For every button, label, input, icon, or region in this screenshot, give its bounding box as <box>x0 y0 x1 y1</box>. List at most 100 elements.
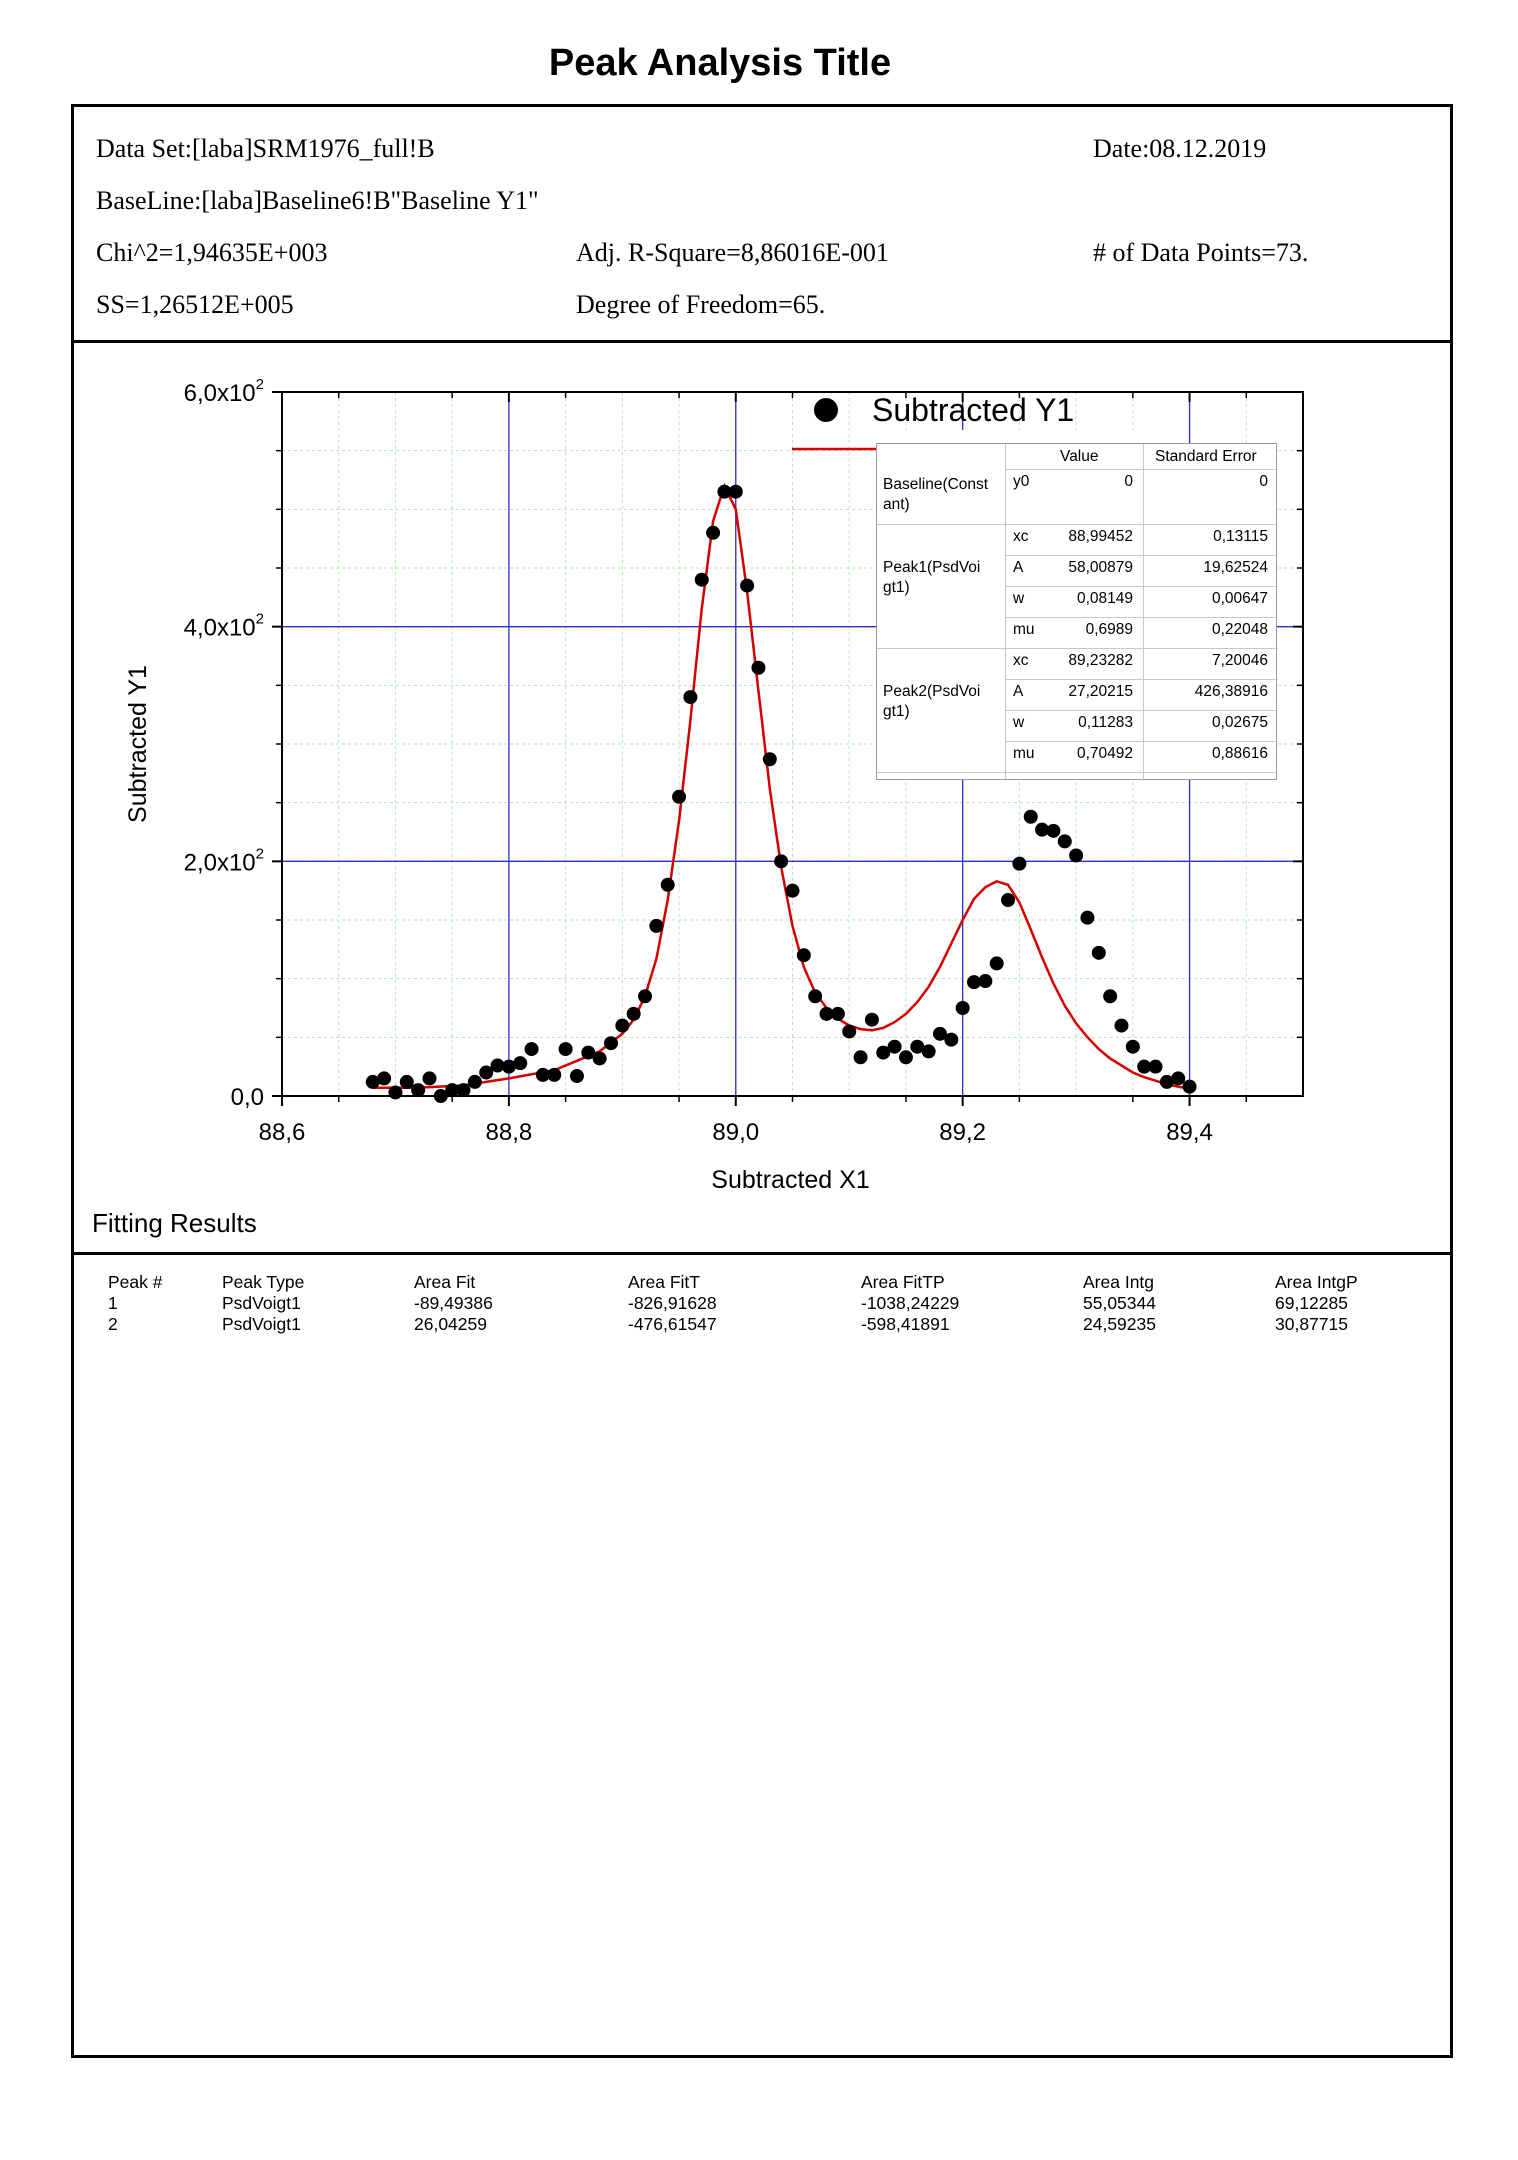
data-point <box>751 660 766 675</box>
data-points-layer <box>365 484 1197 1103</box>
param-error: 0,13115 <box>1213 528 1268 545</box>
data-point <box>1023 809 1038 824</box>
param-value: 89,23282 <box>1068 652 1133 669</box>
data-point <box>1148 1059 1163 1074</box>
data-point <box>887 1039 902 1054</box>
param-error: 19,62524 <box>1203 559 1268 576</box>
param-name: A <box>1013 559 1024 576</box>
data-point <box>785 883 800 898</box>
data-points-label: # of Data Points=73. <box>1093 238 1309 267</box>
data-point <box>921 1044 936 1059</box>
data-point <box>1159 1074 1174 1089</box>
x-tick-label: 89,2 <box>939 1119 986 1146</box>
results-cell: -1038,24229 <box>861 1293 960 1313</box>
param-value: 0,08149 <box>1076 590 1133 607</box>
param-value: 0 <box>1124 473 1133 490</box>
data-point <box>1012 856 1027 871</box>
data-point <box>411 1083 426 1098</box>
results-divider <box>71 1252 1453 1255</box>
param-col-line <box>1143 444 1144 781</box>
data-point <box>1171 1071 1186 1086</box>
x-axis-title: Subtracted X1 <box>711 1166 869 1194</box>
results-cell: -598,41891 <box>861 1314 950 1334</box>
data-point <box>694 572 709 587</box>
data-point <box>944 1032 959 1047</box>
param-value: 0,11283 <box>1078 714 1133 731</box>
param-row-line <box>1005 617 1278 618</box>
results-cell: Area Intg <box>1083 1272 1155 1292</box>
param-row-line <box>1005 741 1278 742</box>
data-point <box>660 877 675 892</box>
results-cell: 1 <box>108 1293 118 1313</box>
param-error: 0,88616 <box>1211 745 1268 762</box>
results-cell: -476,61547 <box>628 1314 717 1334</box>
param-name: w <box>1013 714 1025 731</box>
data-point <box>501 1059 516 1074</box>
results-cell: 26,04259 <box>414 1314 487 1334</box>
data-point <box>445 1083 460 1098</box>
results-cell: Area FitT <box>628 1272 700 1292</box>
data-point <box>672 789 687 804</box>
results-cell: Area IntgP <box>1275 1272 1358 1292</box>
data-point <box>1069 848 1084 863</box>
parameter-table: Value Standard Error y0 0 0 Baseline(Const an… <box>876 443 1278 781</box>
results-cell: Area Fit <box>414 1272 476 1292</box>
param-group-line <box>877 772 1005 773</box>
param-error: 7,20046 <box>1211 652 1268 669</box>
param-group-label: Baseline(Const ant) <box>883 476 989 513</box>
param-value: 58,00879 <box>1068 559 1133 576</box>
data-point <box>365 1074 380 1089</box>
data-point <box>1182 1079 1197 1094</box>
data-point <box>762 752 777 767</box>
data-point <box>649 918 664 933</box>
data-point <box>524 1042 539 1057</box>
param-error: 0,00647 <box>1211 590 1268 607</box>
data-point <box>1103 989 1118 1004</box>
legend-label-scatter: Subtracted Y1 <box>872 392 1074 428</box>
results-cell: 2 <box>108 1314 118 1334</box>
results-cell: 69,12285 <box>1275 1293 1348 1313</box>
results-cell: 55,05344 <box>1083 1293 1156 1313</box>
y-tick-label: 6,0x102 <box>184 376 264 407</box>
chart-labels: 88,6 88,8 89,0 89,2 89,4 0,0 2,0x102 4,0x102 6,0… <box>124 376 1213 1194</box>
results-cell: PsdVoigt1 <box>222 1293 301 1313</box>
x-tick-label: 88,8 <box>486 1119 533 1146</box>
adj-r-square-label: Adj. R-Square=8,86016E-001 <box>576 238 889 267</box>
param-name: w <box>1013 590 1025 607</box>
chi-square-label: Chi^2=1,94635E+003 <box>96 238 328 267</box>
data-point <box>796 948 811 963</box>
data-point <box>898 1050 913 1065</box>
y-tick-label: 2,0x102 <box>184 845 264 876</box>
data-point <box>513 1056 528 1071</box>
param-error: 0,02675 <box>1211 714 1268 731</box>
data-point <box>558 1042 573 1057</box>
data-point <box>1080 910 1095 925</box>
data-point <box>479 1065 494 1080</box>
ss-label: SS=1,26512E+005 <box>96 290 294 319</box>
param-row-line <box>1005 710 1278 711</box>
param-row-line <box>1005 524 1278 525</box>
param-header-value: Value <box>1060 448 1099 465</box>
baseline-label: BaseLine:[laba]Baseline6!B"Baseline Y1" <box>96 186 539 215</box>
data-point <box>456 1083 471 1098</box>
data-point <box>967 975 982 990</box>
data-point <box>422 1071 437 1086</box>
data-point <box>1137 1059 1152 1074</box>
data-point <box>955 1001 970 1015</box>
data-point <box>728 484 743 499</box>
data-point <box>774 854 789 869</box>
data-point <box>1091 945 1106 960</box>
data-point <box>1114 1018 1129 1033</box>
chart-ticks <box>272 391 1303 1106</box>
report-title: Peak Analysis Title <box>548 42 892 84</box>
param-row-line <box>1005 555 1278 556</box>
results-cell: PsdVoigt1 <box>222 1314 301 1334</box>
results-cell: 30,87715 <box>1275 1314 1348 1334</box>
data-point <box>717 484 732 499</box>
data-point <box>683 690 698 705</box>
param-group-label: Peak1(PsdVoi gt1) <box>883 559 981 596</box>
fitting-results-title: Fitting Results <box>92 1208 257 1238</box>
data-point <box>842 1024 857 1039</box>
param-header-error: Standard Error <box>1155 448 1257 465</box>
param-group-line <box>877 524 1005 525</box>
